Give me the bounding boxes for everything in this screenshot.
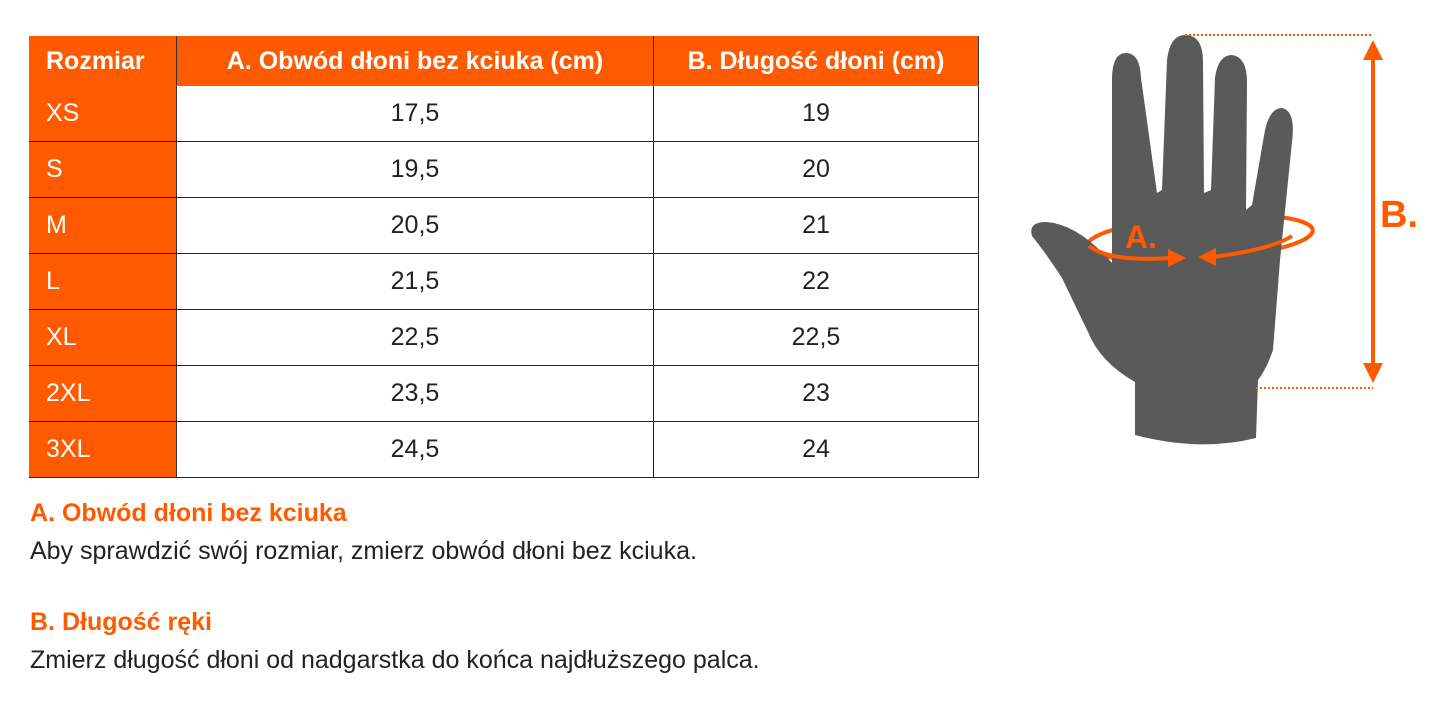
circumference-cell: 20,5 (176, 197, 654, 254)
table-row: XL 22,5 22,5 (29, 309, 979, 366)
circumference-cell: 21,5 (176, 253, 654, 310)
label-a: A. (1125, 219, 1157, 255)
loop-front-right (1211, 234, 1294, 259)
size-cell: XS (29, 85, 177, 142)
header-circumference: A. Obwód dłoni bez kciuka (cm) (176, 36, 654, 86)
note-a-text: Aby sprawdzić swój rozmiar, zmierz obwód… (30, 537, 697, 565)
header-size: Rozmiar (29, 36, 177, 86)
length-cell: 21 (653, 197, 979, 254)
table-row: XS 17,5 19 (29, 85, 979, 142)
arrow-left-icon (1198, 248, 1216, 266)
note-b-title: B. Długość ręki (30, 608, 212, 636)
size-cell: XL (29, 309, 177, 366)
size-cell: 3XL (29, 421, 177, 478)
table-header-row: Rozmiar A. Obwód dłoni bez kciuka (cm) B… (29, 36, 979, 86)
length-cell: 23 (653, 365, 979, 422)
length-cell: 20 (653, 141, 979, 198)
length-cell: 24 (653, 421, 979, 478)
table-row: 3XL 24,5 24 (29, 421, 979, 478)
loop-front-left (1087, 244, 1171, 261)
note-b-text: Zmierz długość dłoni od nadgarstka do ko… (30, 646, 760, 674)
note-a-title: A. Obwód dłoni bez kciuka (30, 499, 347, 527)
arrow-down-icon (1363, 363, 1383, 383)
arrow-up-icon (1363, 40, 1383, 60)
arrow-right-icon (1168, 249, 1186, 267)
length-cell: 22 (653, 253, 979, 310)
size-cell: 2XL (29, 365, 177, 422)
table-row: S 19,5 20 (29, 141, 979, 198)
hand-icon (1031, 35, 1293, 445)
circumference-cell: 19,5 (176, 141, 654, 198)
table-row: L 21,5 22 (29, 253, 979, 310)
circumference-cell: 24,5 (176, 421, 654, 478)
length-cell: 22,5 (653, 309, 979, 366)
size-cell: L (29, 253, 177, 310)
circumference-cell: 17,5 (176, 85, 654, 142)
size-table: Rozmiar A. Obwód dłoni bez kciuka (cm) B… (29, 36, 979, 478)
size-cell: S (29, 141, 177, 198)
label-b: B. (1380, 194, 1418, 236)
